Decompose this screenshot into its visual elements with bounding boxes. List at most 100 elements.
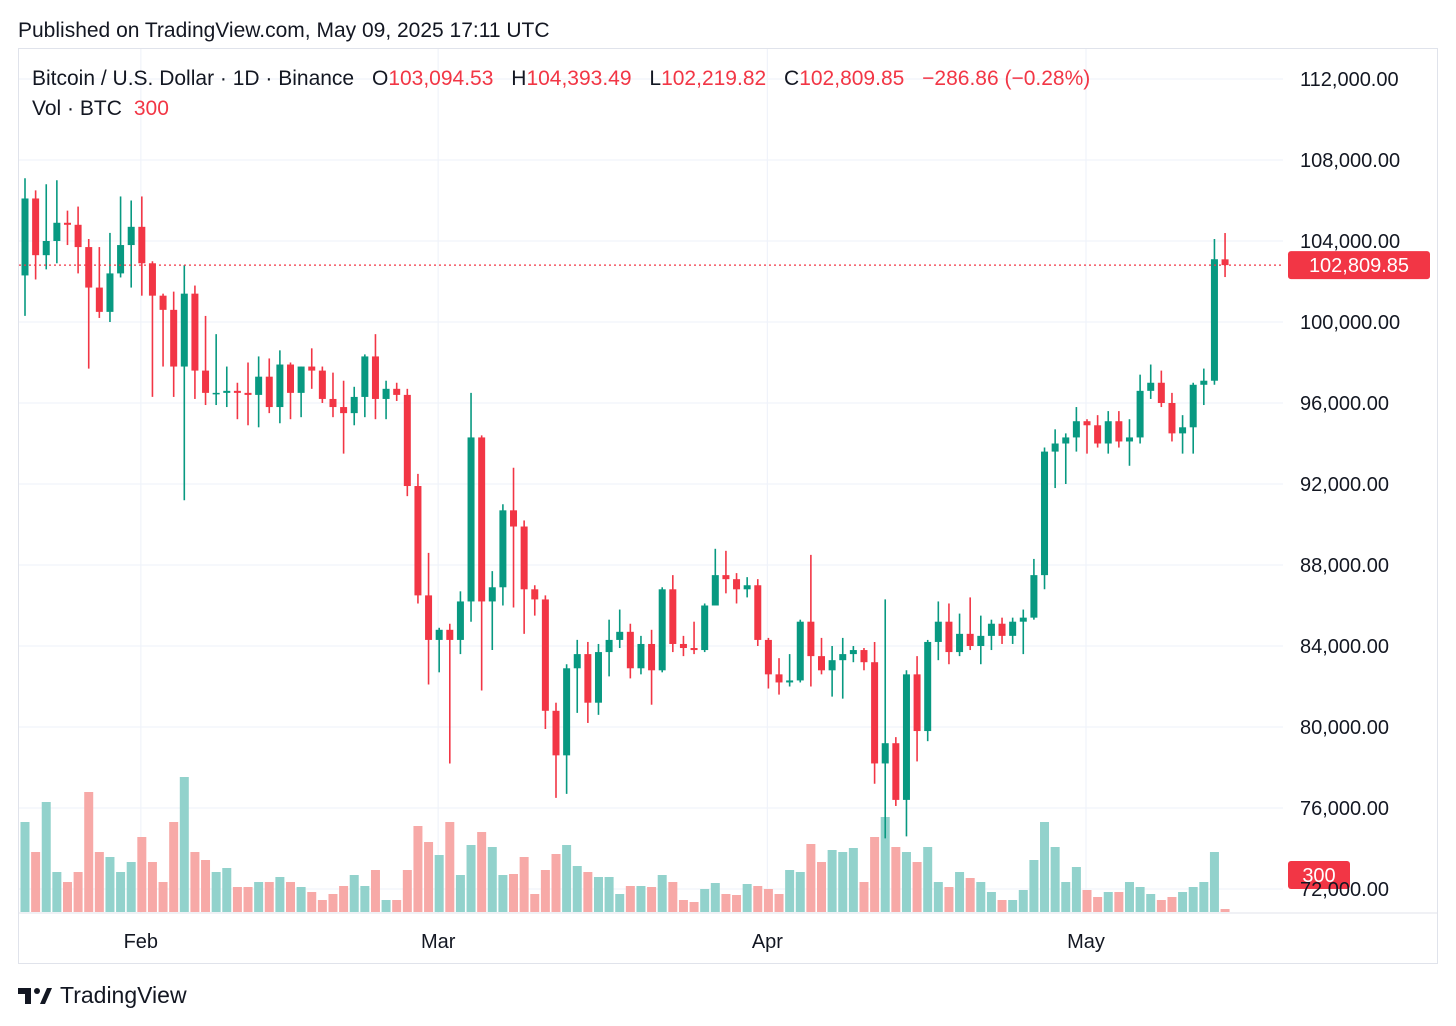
candle-body: [1115, 421, 1123, 442]
volume-bar: [179, 777, 189, 912]
volume-bar: [1082, 890, 1092, 912]
overlays: 102,809.85 300: [19, 251, 1430, 889]
candle-body: [1041, 451, 1049, 576]
candle-body: [63, 222, 71, 225]
candle-body: [1062, 437, 1070, 444]
volume-bar: [880, 817, 890, 912]
volume-bar: [1220, 909, 1230, 912]
volume-bar: [668, 882, 678, 912]
volume-bar: [360, 886, 370, 912]
volume-bar: [1061, 882, 1071, 912]
high-value: 104,393.49: [526, 67, 632, 90]
volume-bar: [795, 872, 805, 912]
candle-body: [563, 668, 571, 756]
candle-body: [786, 680, 794, 683]
volume-bar: [317, 900, 327, 912]
volume-bar: [62, 882, 72, 912]
candle-body: [871, 662, 879, 764]
candle-body: [1200, 380, 1208, 385]
volume-bar: [625, 886, 635, 912]
candle-body: [265, 376, 273, 408]
volume-bar: [1008, 900, 1018, 912]
candle-body: [425, 595, 433, 640]
volume-bar: [381, 900, 391, 912]
volume-bar: [105, 857, 115, 912]
volume-bar: [891, 847, 901, 912]
candle-body: [446, 629, 454, 640]
candle-body: [382, 388, 390, 399]
volume-bar: [434, 855, 444, 912]
candle-body: [371, 356, 379, 399]
candle-body: [1147, 382, 1155, 391]
candle-body: [350, 396, 358, 414]
candle-body: [839, 654, 847, 661]
volume-bar: [31, 852, 41, 912]
candle-body: [202, 370, 210, 393]
candle-body: [308, 366, 316, 371]
candle-body: [924, 641, 932, 732]
candle-body: [1125, 437, 1133, 442]
candle-body: [42, 241, 50, 256]
candle-body: [1179, 427, 1187, 434]
candle-body: [796, 621, 804, 681]
volume-bar: [158, 882, 168, 912]
volume-bar: [445, 822, 455, 912]
candle-body: [159, 295, 167, 310]
volume-bar: [264, 882, 274, 912]
candle-body: [74, 224, 82, 248]
candle-body: [212, 392, 220, 395]
y-tick-label: 112,000.00: [1300, 69, 1399, 91]
volume-label[interactable]: Vol · BTC: [32, 97, 122, 120]
volume-bar: [201, 860, 211, 912]
y-tick-label: 100,000.00: [1300, 312, 1400, 334]
candle-body: [53, 222, 61, 241]
published-caption: Published on TradingView.com, May 09, 20…: [18, 19, 550, 42]
volume-value: 300: [133, 97, 169, 120]
volume-bar: [721, 894, 731, 912]
candle-body: [669, 589, 677, 644]
legend-volume-row: Vol · BTC 300: [32, 97, 1090, 121]
volume-bar: [41, 802, 51, 912]
volume-bar: [838, 852, 848, 912]
volume-bar: [604, 877, 614, 912]
candle-body: [966, 633, 974, 646]
candle-body: [733, 579, 741, 590]
volume-bar: [976, 882, 986, 912]
high-label: H: [511, 67, 527, 90]
volume-bar: [116, 872, 126, 912]
y-tick-label: 96,000.00: [1300, 393, 1389, 415]
candle-body: [127, 226, 135, 246]
volume-bar: [1209, 852, 1219, 912]
volume-bar: [742, 884, 752, 912]
candle-body: [340, 407, 348, 414]
volume-bar: [147, 862, 157, 912]
y-tick-label: 76,000.00: [1300, 798, 1389, 820]
volume-bar: [700, 889, 710, 912]
candle-body: [626, 631, 634, 669]
volume-bar: [986, 892, 996, 912]
volume-bar: [137, 837, 147, 912]
volume-bar: [997, 900, 1007, 912]
footer-brand[interactable]: TradingView: [18, 982, 187, 1009]
candle-body: [902, 674, 910, 800]
volume-bar: [636, 886, 646, 912]
volume-bar: [965, 878, 975, 912]
volume-bar: [827, 850, 837, 912]
candle-body: [977, 635, 985, 646]
candle-body: [287, 364, 294, 393]
x-tick-label: Mar: [421, 931, 456, 953]
volume-bar: [923, 847, 933, 912]
candle-body: [679, 643, 687, 649]
candle-body: [1221, 259, 1229, 266]
candle-body: [775, 674, 783, 683]
volume-bar: [1124, 882, 1134, 912]
volume-bar: [1040, 822, 1050, 912]
symbol-title[interactable]: Bitcoin / U.S. Dollar · 1D · Binance: [32, 67, 355, 90]
candle-body: [117, 245, 125, 274]
candle-body: [467, 437, 475, 602]
candle-body: [818, 656, 825, 671]
volume-bar: [785, 870, 795, 912]
volume-bar: [817, 862, 826, 912]
candle-body: [95, 287, 103, 312]
candle-body: [456, 601, 464, 640]
